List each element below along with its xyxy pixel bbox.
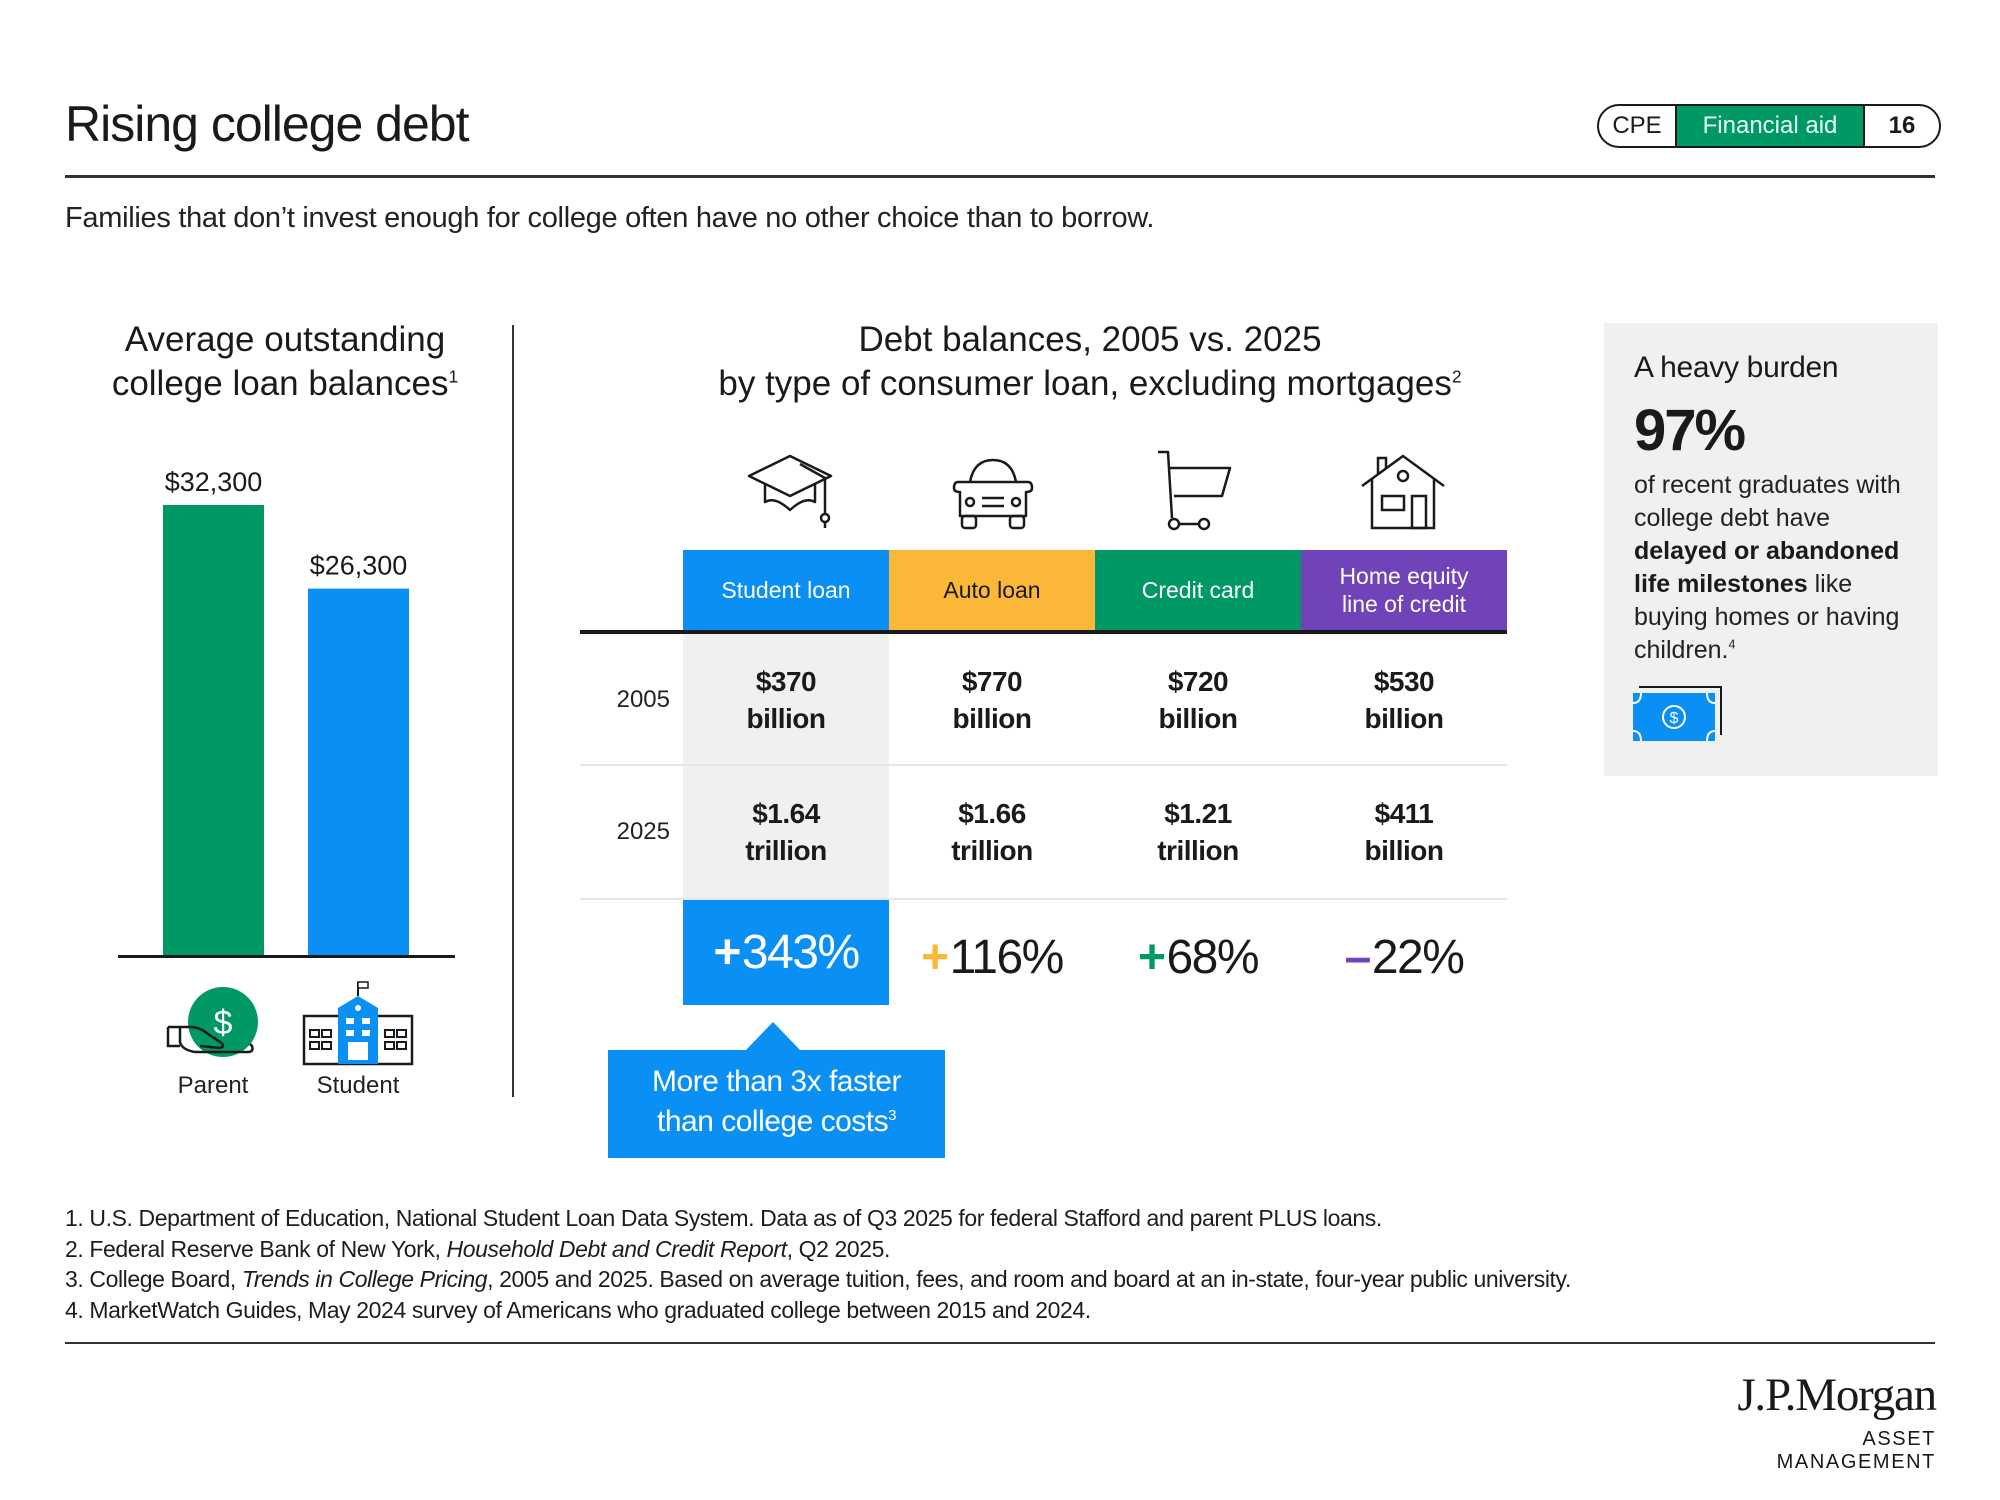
footnote-2: 2. Federal Reserve Bank of New York, Hou… — [65, 1235, 891, 1262]
column-header-credit-card: Credit card — [1095, 550, 1301, 630]
car-icon — [952, 458, 1034, 530]
footer-divider — [65, 1342, 1935, 1344]
bar-value-label: $32,300 — [165, 467, 263, 497]
percent-change-student-loan: +343% — [683, 900, 889, 1005]
table-cell: $370 billion — [746, 666, 826, 734]
jpmorgan-logo: J.P.Morgan — [1737, 1369, 1937, 1421]
footnote-4: 4. MarketWatch Guides, May 2024 survey o… — [65, 1296, 1091, 1323]
percent-change-auto-loan: +116% — [921, 930, 1064, 984]
table-cell: $1.66 trillion — [951, 798, 1033, 866]
row-year: 2025 — [616, 818, 670, 845]
burden-stat: 97% — [1634, 398, 1746, 463]
loan-balance-bar-chart: $32,300 $26,300 — [118, 467, 455, 958]
section-pill: CPE Financial aid 16 — [1597, 104, 1941, 148]
row-year: 2005 — [616, 686, 670, 713]
header-divider — [65, 175, 1935, 178]
debt-table-title-main: Debt balances, 2005 vs. 2025 — [858, 320, 1322, 359]
burden-title: A heavy burden — [1634, 351, 1839, 384]
section-name: Financial aid — [1677, 106, 1863, 146]
section-code: CPE — [1599, 106, 1677, 146]
footnote-ref: 3 — [888, 1107, 896, 1124]
table-cell: $720 billion — [1158, 666, 1238, 734]
svg-text:$: $ — [214, 1004, 233, 1042]
column-header-auto-loan: Auto loan — [889, 550, 1095, 630]
house-icon — [1361, 454, 1445, 530]
left-chart-title-line1: Average outstanding — [124, 320, 446, 359]
bar-value-label: $26,300 — [310, 551, 408, 581]
table-cell: $530 billion — [1364, 666, 1444, 734]
svg-text:$: $ — [1670, 710, 1679, 727]
bar-label-parent: Parent — [177, 1072, 249, 1099]
shopping-cart-icon — [1158, 450, 1232, 531]
table-cell: $770 billion — [952, 666, 1032, 734]
minus-sign: – — [1344, 930, 1372, 984]
callout-box: More than 3x faster than college costs3 — [608, 1050, 945, 1158]
bar-parent — [163, 505, 264, 955]
dollar-bill-icon: $ — [1633, 686, 1722, 742]
bar-student — [308, 588, 409, 955]
school-building-icon — [302, 981, 414, 1066]
student-column-highlight — [683, 634, 889, 899]
heavy-burden-box: A heavy burden 97% of recent graduates w… — [1604, 323, 1938, 776]
table-cell: $411 billion — [1364, 798, 1444, 866]
burden-description: of recent graduates with college debt ha… — [1634, 471, 1901, 664]
footnote-3: 3. College Board, Trends in College Pric… — [65, 1266, 1571, 1292]
percent-change-credit-card: +68% — [1137, 930, 1260, 984]
column-header-student-loan: Student loan — [683, 550, 889, 630]
footnotes: 1. U.S. Department of Education, Nationa… — [65, 1203, 1571, 1325]
callout-pointer — [745, 1022, 801, 1051]
column-header-home-equity: Home equity line of credit — [1301, 550, 1507, 630]
table-cell: $1.64 trillion — [745, 798, 827, 866]
footnote-ref: 1 — [448, 366, 459, 387]
row-divider — [580, 898, 1507, 900]
row-divider — [580, 764, 1507, 766]
graduation-cap-icon — [747, 454, 833, 528]
plus-sign: + — [713, 926, 741, 979]
table-header-rule — [580, 630, 1507, 634]
plus-sign: + — [1137, 930, 1166, 984]
home-equity-label-line2: line of credit — [1341, 591, 1466, 617]
bar-label-student: Student — [316, 1072, 400, 1099]
footnote-ref: 2 — [1451, 366, 1462, 387]
footnote-1: 1. U.S. Department of Education, Nationa… — [65, 1205, 1382, 1231]
table-row-2025: 2025 $1.64 trillion $1.66 trillion $1.21 tr… — [580, 766, 1507, 898]
table-row-2005: 2005 $370 billion $770 billion $720 billion… — [580, 634, 1507, 766]
percent-change-home-equity: –22% — [1344, 930, 1465, 984]
page-number: 16 — [1863, 106, 1939, 146]
home-equity-label-line1: Home equity — [1339, 563, 1469, 589]
plus-sign: + — [921, 930, 949, 984]
page-title: Rising college debt — [65, 96, 469, 152]
logo-subtitle: ASSET MANAGEMENT — [1776, 1428, 1936, 1473]
page-subtitle: Families that don’t invest enough for co… — [65, 202, 1155, 234]
debt-table-title: Debt balances, 2005 vs. 2025 by type of … — [640, 318, 1540, 406]
hand-with-coin-icon: $ — [166, 987, 258, 1057]
left-chart-title-line2: college loan balances — [111, 364, 449, 403]
left-chart-title: Average outstanding college loan balance… — [90, 318, 480, 406]
table-cell: $1.21 trillion — [1157, 798, 1239, 866]
panel-divider — [512, 325, 514, 1097]
debt-table-subtitle: by type of consumer loan, excluding mort… — [718, 364, 1452, 403]
